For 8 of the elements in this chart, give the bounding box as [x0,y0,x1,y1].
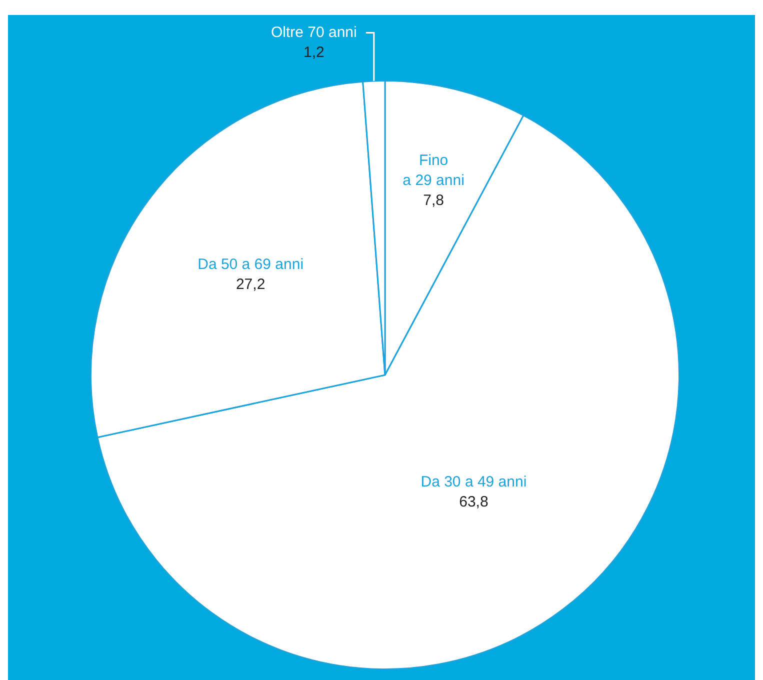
data-label: 27,2 [236,276,266,293]
slice-label: Da 30 a 49 anni [420,474,527,491]
slice-label: Fino a 29 anni [402,152,464,190]
data-label: 1,2 [303,44,324,61]
data-label: 7,8 [423,192,444,210]
data-label: 63,8 [459,494,488,511]
slice-label: Da 50 a 69 anni [198,256,304,273]
slice-label: Oltre 70 anni [270,24,357,41]
